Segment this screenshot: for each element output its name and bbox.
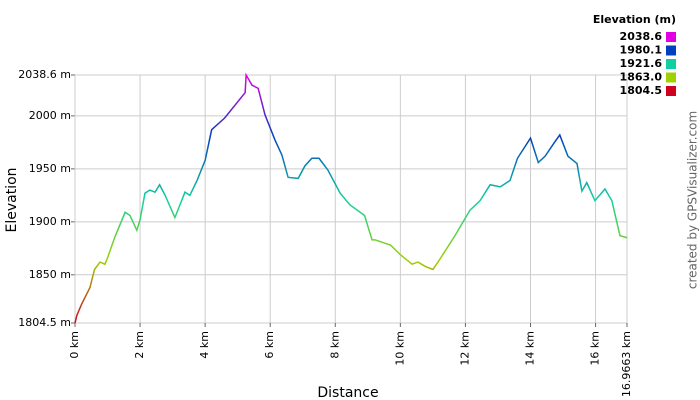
y-tick-label: 1950 m [29, 162, 71, 175]
y-axis-title: Elevation [4, 167, 20, 232]
legend-swatch [666, 86, 676, 96]
credit: created by GPSVisualizer.com [686, 111, 700, 289]
plot-area [74, 74, 628, 324]
x-tick-label: 4 km [198, 331, 211, 359]
legend-label: 2038.6 [620, 30, 663, 43]
x-tick-label: 12 km [458, 331, 471, 366]
legend-label: 1980.1 [620, 44, 662, 57]
legend-label: 1921.6 [620, 57, 663, 70]
y-tick-label: 1804.5 m [18, 316, 71, 329]
elevation-line [74, 72, 628, 324]
legend-swatch [666, 45, 676, 56]
x-tick-label: 16 km [589, 331, 602, 366]
legend-swatch [666, 59, 676, 69]
y-tick-label: 2038.6 m [18, 68, 71, 81]
legend-label: 1863.0 [620, 71, 663, 84]
y-tick-label: 1900 m [29, 215, 71, 228]
x-tick-label: 8 km [328, 331, 341, 359]
x-tick-label: 16.9663 km [620, 331, 633, 397]
x-tick-label: 0 km [68, 331, 81, 359]
x-tick-label: 14 km [523, 331, 536, 366]
x-tick-label: 10 km [393, 331, 406, 366]
y-tick-label: 1850 m [29, 268, 71, 281]
x-tick-label: 6 km [263, 331, 276, 359]
legend-title: Elevation (m) [593, 13, 676, 26]
legend-swatch [666, 32, 676, 42]
x-axis-title: Distance [317, 385, 378, 400]
legend-label: 1804.5 [620, 84, 662, 97]
y-tick-label: 2000 m [29, 109, 71, 122]
legend-swatch [666, 72, 676, 83]
x-tick-label: 2 km [133, 331, 146, 359]
